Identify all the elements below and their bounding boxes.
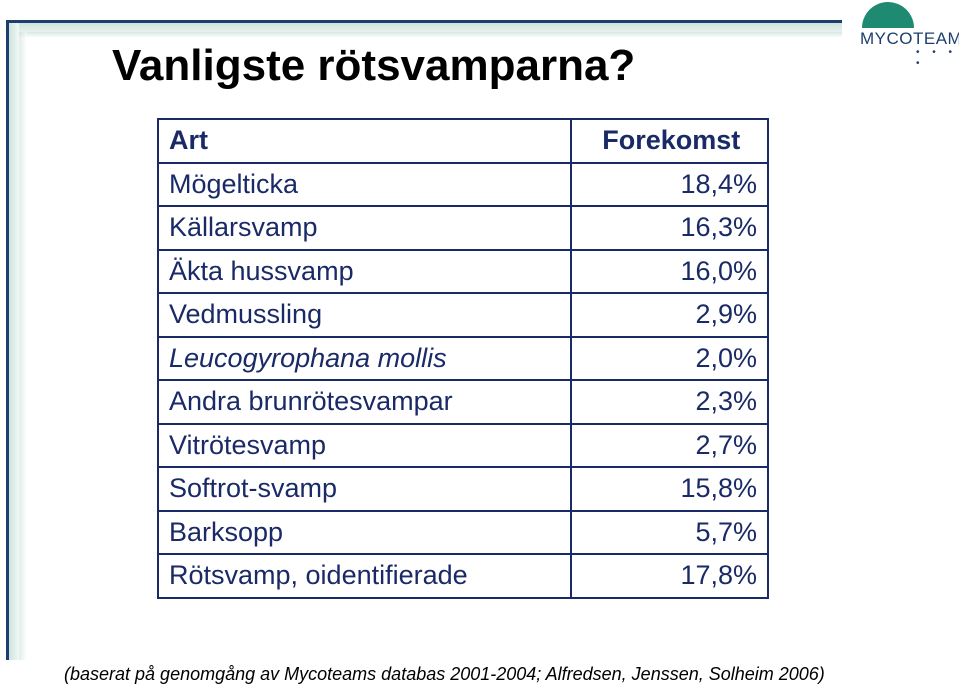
species-table: Art Forekomst Mögelticka 18,4% Källarsva… xyxy=(157,118,770,599)
logo-text-bold: MYCO xyxy=(860,29,913,48)
table-header-row: Art Forekomst xyxy=(157,118,770,164)
slide-title: Vanligste rötsvamparna? xyxy=(112,41,636,90)
cell-forekomst: 17,8% xyxy=(569,553,770,599)
table-row: Vedmussling 2,9% xyxy=(157,292,770,338)
cell-forekomst: 15,8% xyxy=(569,466,770,512)
logo-dome-icon xyxy=(862,2,914,28)
frame-left-fade xyxy=(19,32,27,660)
table-row: Barksopp 5,7% xyxy=(157,509,770,555)
table-row: Mögelticka 18,4% xyxy=(157,161,770,207)
header-forekomst: Forekomst xyxy=(569,118,770,164)
cell-art: Källarsvamp xyxy=(157,205,572,251)
header-art: Art xyxy=(157,118,572,164)
frame-top-line xyxy=(6,20,842,23)
cell-art: Softrot-svamp xyxy=(157,466,572,512)
cell-forekomst: 2,0% xyxy=(569,335,770,381)
table-row: Källarsvamp 16,3% xyxy=(157,205,770,251)
cell-forekomst: 5,7% xyxy=(569,509,770,555)
table-row: Softrot-svamp 15,8% xyxy=(157,466,770,512)
cell-art: Äkta hussvamp xyxy=(157,248,572,294)
cell-forekomst: 16,0% xyxy=(569,248,770,294)
cell-forekomst: 18,4% xyxy=(569,161,770,207)
cell-art: Vitrötesvamp xyxy=(157,422,572,468)
cell-art: Mögelticka xyxy=(157,161,572,207)
logo-text-light: TEAM xyxy=(913,29,959,48)
cell-art: Rötsvamp, oidentifierade xyxy=(157,553,572,599)
logo-dots: • • • • xyxy=(916,47,958,69)
cell-art: Barksopp xyxy=(157,509,572,555)
mycoteam-logo: MYCOTEAM • • • • xyxy=(858,2,959,69)
cell-art: Andra brunrötesvampar xyxy=(157,379,572,425)
frame-left-band xyxy=(9,23,19,660)
frame-top-fade xyxy=(6,32,842,38)
frame-top-band xyxy=(6,23,842,32)
cell-art: Leucogyrophana mollis xyxy=(157,335,572,381)
table-row: Andra brunrötesvampar 2,3% xyxy=(157,379,770,425)
table-row: Leucogyrophana mollis 2,0% xyxy=(157,335,770,381)
cell-forekomst: 16,3% xyxy=(569,205,770,251)
table-row: Rötsvamp, oidentifierade 17,8% xyxy=(157,553,770,599)
table-row: Äkta hussvamp 16,0% xyxy=(157,248,770,294)
cell-art: Vedmussling xyxy=(157,292,572,338)
cell-forekomst: 2,3% xyxy=(569,379,770,425)
table-row: Vitrötesvamp 2,7% xyxy=(157,422,770,468)
frame-left-line xyxy=(6,20,9,660)
logo-wordmark: MYCOTEAM xyxy=(860,29,959,49)
cell-forekomst: 2,9% xyxy=(569,292,770,338)
source-footnote: (baserat på genomgång av Mycoteams datab… xyxy=(64,664,825,684)
cell-forekomst: 2,7% xyxy=(569,422,770,468)
